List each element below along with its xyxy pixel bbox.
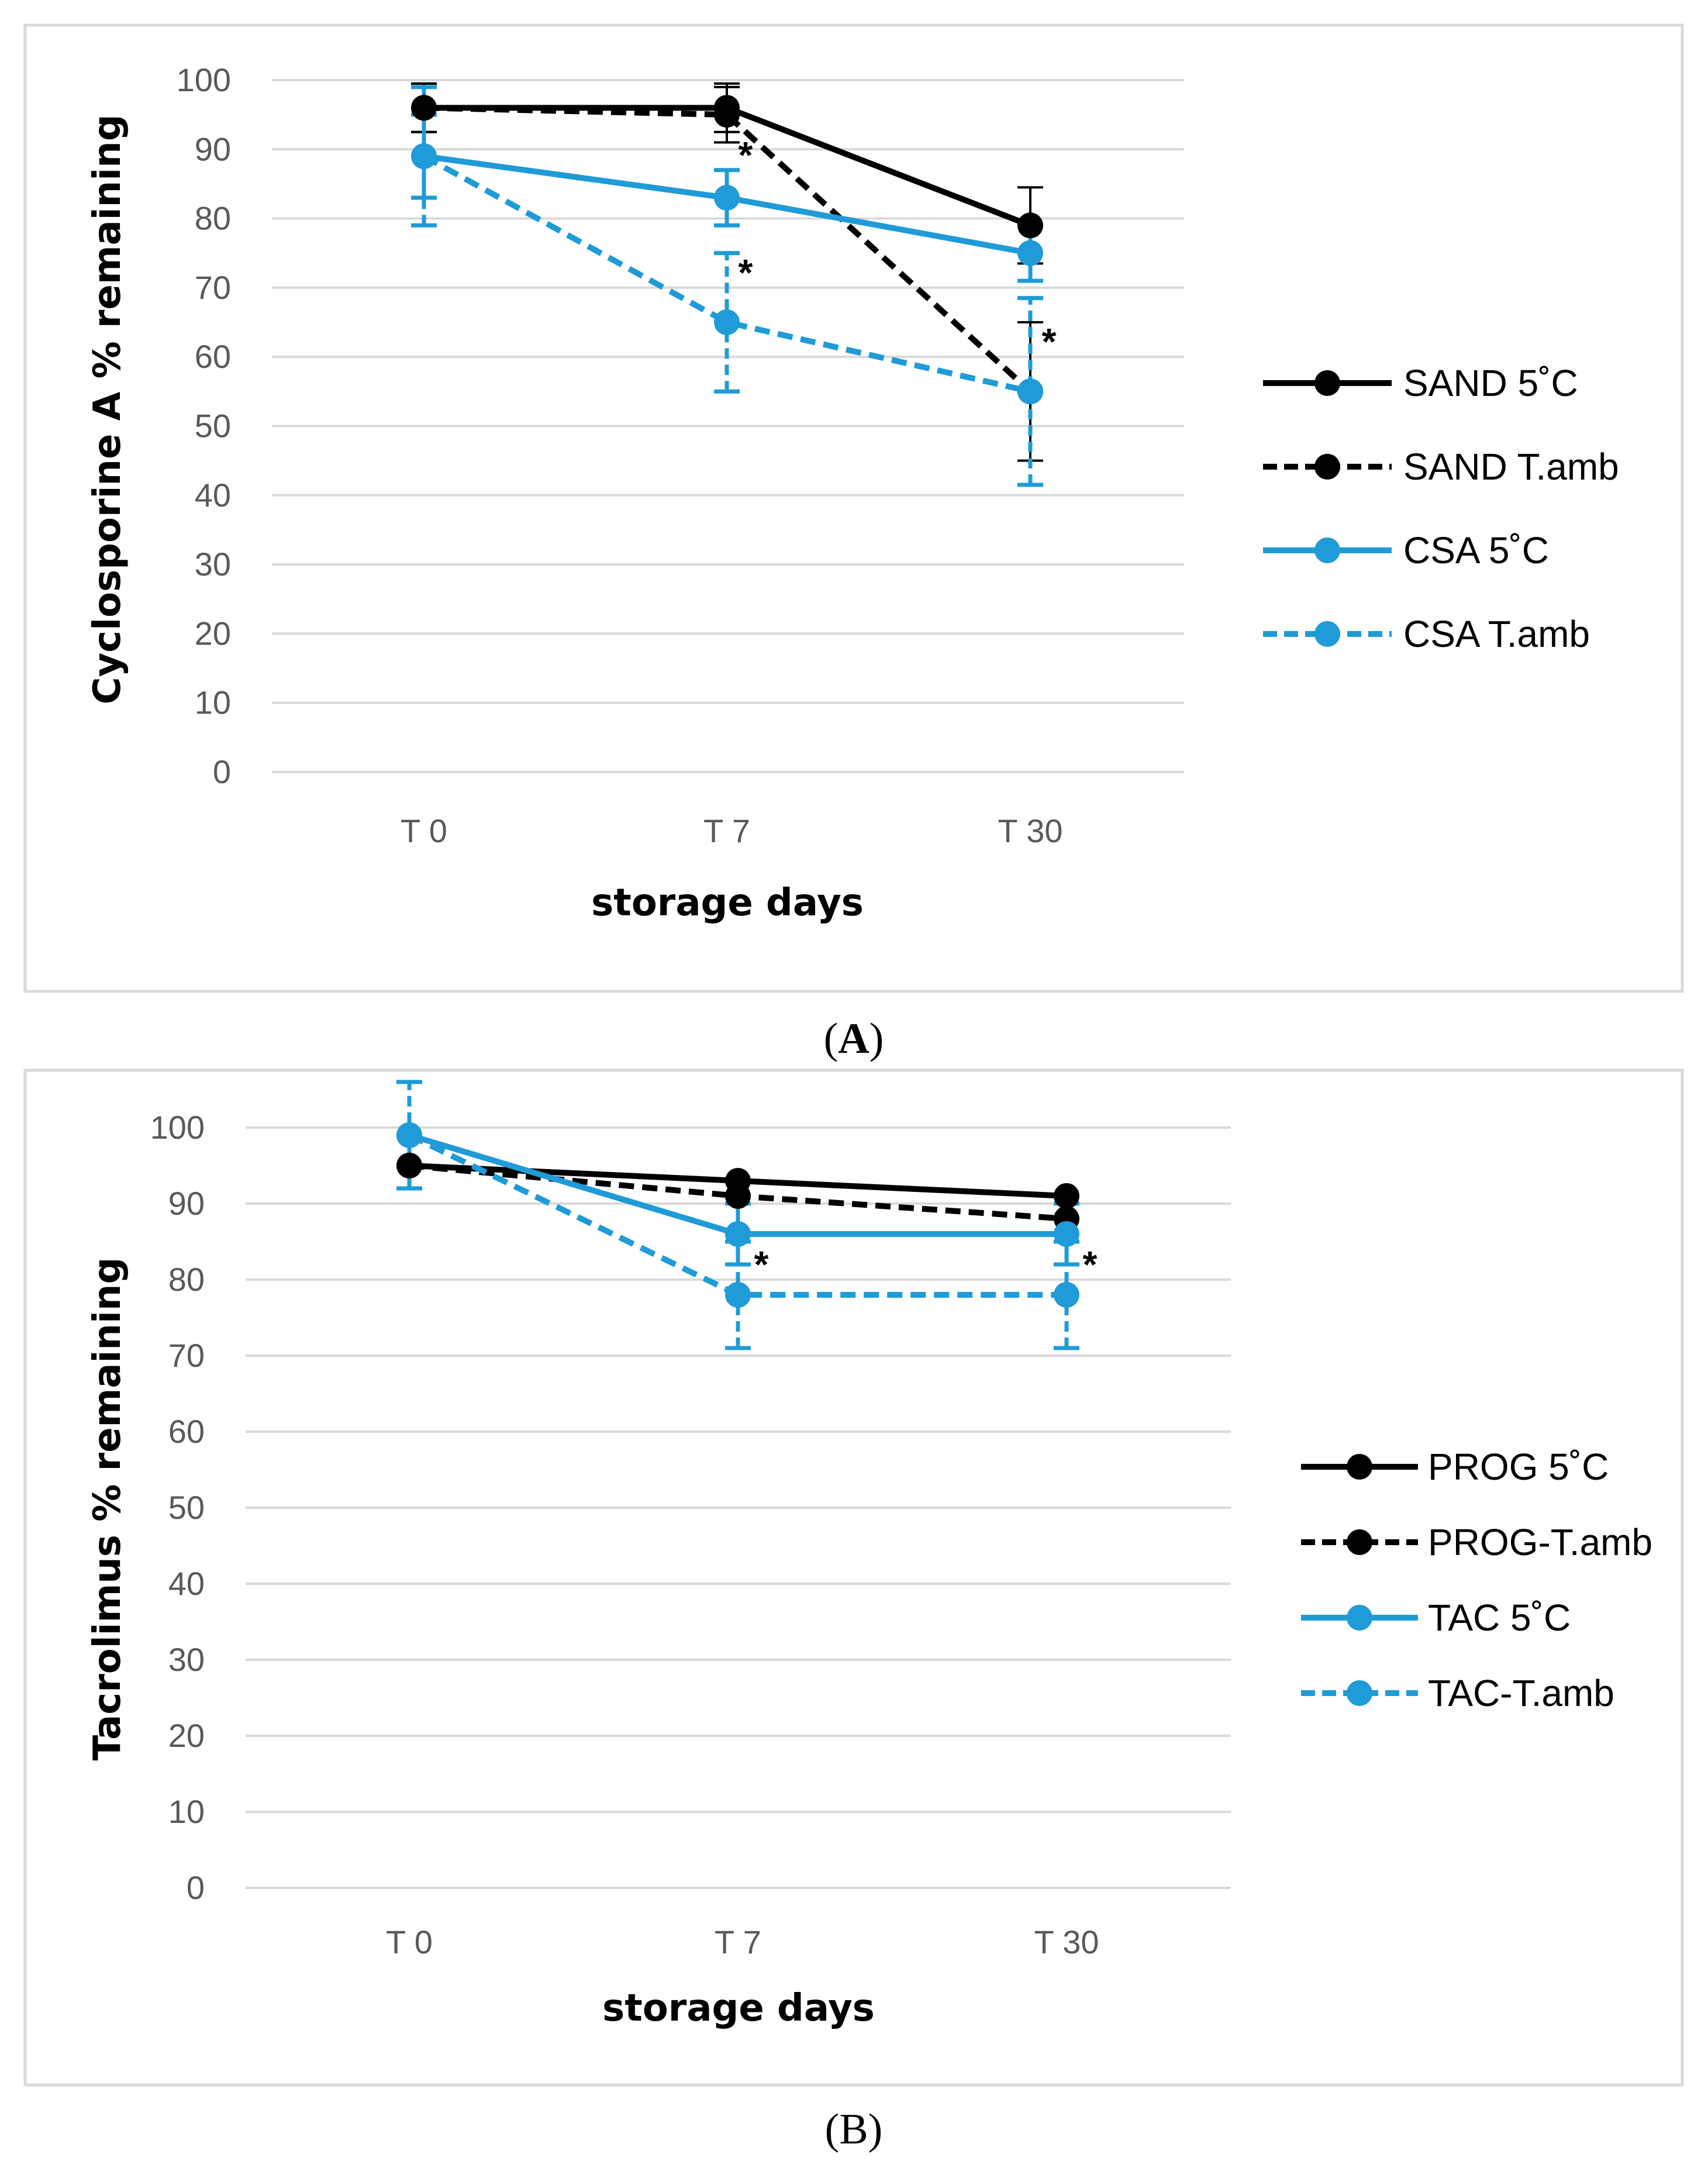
chart-b-legend-item-prog-5-c: PROG 5˚C [1301,1446,1609,1488]
chart-a-legend-item-csa-t-amb: CSA T.amb [1263,613,1590,655]
legend-label: TAC-T.amb [1428,1672,1614,1714]
chart-a-ylabel: Cyclosporine A % remaining [86,114,129,704]
legend-swatch-marker [1314,621,1340,647]
chart-b-legend-item-prog-t-amb: PROG-T.amb [1301,1521,1652,1563]
chart-a-xtick-t-7: T 7 [703,812,750,849]
legend-label: PROG 5˚C [1428,1446,1609,1488]
chart-a-ytick-80: 80 [195,200,231,237]
chart-a-panel-label: (A) [824,1015,884,1063]
chart-b-ytick-90: 90 [168,1185,205,1222]
chart-a-ytick-20: 20 [195,615,231,652]
chart-b-ytick-80: 80 [168,1261,205,1298]
chart-a-legend-item-csa-5-c: CSA 5˚C [1263,529,1549,571]
chart-b-point-tac-t-amb-t-7 [725,1282,751,1308]
chart-a-point-csa-t-amb-t-0 [411,143,437,170]
chart-b-point-tac-5-c-t-7 [725,1221,751,1247]
chart-b-legend-item-tac-5-c: TAC 5˚C [1301,1597,1571,1639]
legend-swatch-marker [1314,537,1340,563]
chart-a-xlabel: storage days [591,881,864,925]
chart-a-ytick-70: 70 [195,269,231,306]
chart-a-ytick-100: 100 [177,61,231,98]
chart-a-line-sand-t-amb [423,105,1033,394]
chart-a-xtick-t-0: T 0 [401,812,447,849]
chart-a-ytick-60: 60 [195,338,231,375]
chart-b-x-ticks: T 0 T 7 T 30 [386,1924,1099,1960]
chart-a-significance-mark-2: * [1042,320,1057,363]
chart-a-ytick-30: 30 [195,546,231,583]
chart-b-point-tac-t-amb-t-30 [1054,1282,1079,1308]
chart-b-ytick-40: 40 [168,1565,205,1602]
chart-b-significance-mark-0: * [754,1243,769,1285]
chart-b-ytick-70: 70 [168,1337,205,1374]
legend-label: SAND T.amb [1403,446,1619,488]
chart-b-annotations: * * [754,1243,1098,1285]
chart-a-significance-mark-1: * [739,251,753,294]
chart-a-errorbar-sand-t-amb-1 [714,85,740,144]
chart-b-ytick-10: 10 [168,1793,205,1830]
chart-a-errorbar-csa-t-amb-2 [1017,296,1043,487]
chart-a-point-sand-5-c-t-30 [1017,212,1043,239]
chart-a-frame [23,23,1684,993]
chart-b-ytick-50: 50 [168,1489,205,1526]
chart-a-ytick-50: 50 [195,408,231,444]
legend-swatch-marker [1314,454,1340,480]
chart-b-xtick-t-0: T 0 [386,1924,433,1960]
chart-b-ytick-30: 30 [168,1641,205,1678]
chart-a-ytick-90: 90 [195,130,231,167]
chart-panel-a: 0 10 20 30 40 50 60 70 80 90 100 T 0 T 7 T 30 * * * SA… [23,23,1684,993]
legend-swatch-marker [1347,1605,1372,1631]
chart-b-ytick-100: 100 [150,1109,205,1146]
chart-b-xtick-t-7: T 7 [715,1924,761,1960]
chart-a-point-csa-t-amb-t-7 [714,309,740,336]
chart-b-ytick-60: 60 [168,1413,205,1450]
chart-b-xlabel: storage days [602,1987,875,2030]
chart-a-significance-mark-0: * [739,134,753,176]
chart-b-point-prog-t-amb-t-0 [396,1153,422,1178]
chart-b-point-tac-t-amb-t-0 [396,1122,422,1148]
chart-b-ytick-0: 0 [187,1869,205,1906]
chart-b-point-tac-5-c-t-30 [1054,1221,1079,1247]
chart-a-annotations: * * * [739,134,1057,363]
legend-swatch-marker [1347,1680,1372,1706]
chart-a-ytick-10: 10 [195,684,231,721]
chart-a-point-sand-t-amb-t-0 [411,95,437,121]
chart-a-xtick-t-30: T 30 [998,812,1062,849]
chart-b-y-ticks: 0 10 20 30 40 50 60 70 80 90 100 [150,1109,205,1906]
chart-b-ytick-20: 20 [168,1717,205,1754]
chart-a-ytick-0: 0 [213,753,231,790]
chart-b-point-prog-5-c-t-30 [1054,1183,1079,1209]
chart-a-point-csa-5-c-t-7 [714,185,740,211]
chart-a-legend: SAND 5˚C SAND T.amb CSA 5˚C CSA T.amb [1263,362,1619,655]
chart-a-point-sand-t-amb-t-7 [714,102,740,128]
chart-b-points [396,1122,1079,1308]
chart-a-ytick-40: 40 [195,477,231,513]
legend-swatch-marker [1347,1529,1372,1555]
chart-a-y-ticks: 0 10 20 30 40 50 60 70 80 90 100 [177,61,231,790]
chart-b-frame [23,1069,1684,2087]
legend-swatch-marker [1314,370,1340,396]
legend-label: TAC 5˚C [1428,1597,1571,1639]
chart-b-point-prog-t-amb-t-7 [725,1183,751,1209]
chart-a-point-csa-5-c-t-30 [1017,240,1043,266]
chart-b-ylabel: Tacrolimus % remaining [86,1257,129,1761]
chart-a-points [411,95,1043,405]
chart-a-x-ticks: T 0 T 7 T 30 [401,812,1062,849]
chart-a-line-csa-t-amb [422,153,1031,395]
chart-b-panel-label: (B) [825,2105,883,2153]
legend-label: CSA T.amb [1403,613,1590,655]
chart-a-legend-item-sand-5-c: SAND 5˚C [1263,362,1578,404]
chart-a-legend-item-sand-t-amb: SAND T.amb [1263,446,1619,488]
chart-b-legend-item-tac-t-amb: TAC-T.amb [1301,1672,1614,1714]
chart-b-legend: PROG 5˚C PROG-T.amb TAC 5˚C TAC-T.amb [1301,1446,1652,1714]
chart-b-gridlines [246,1126,1231,1889]
chart-b-xtick-t-30: T 30 [1034,1924,1099,1960]
legend-label: SAND 5˚C [1403,362,1578,404]
legend-label: PROG-T.amb [1428,1521,1652,1563]
legend-swatch-marker [1347,1454,1372,1480]
legend-label: CSA 5˚C [1403,529,1549,571]
chart-b-significance-mark-1: * [1083,1243,1098,1285]
chart-a-point-csa-t-amb-t-30 [1017,378,1043,405]
